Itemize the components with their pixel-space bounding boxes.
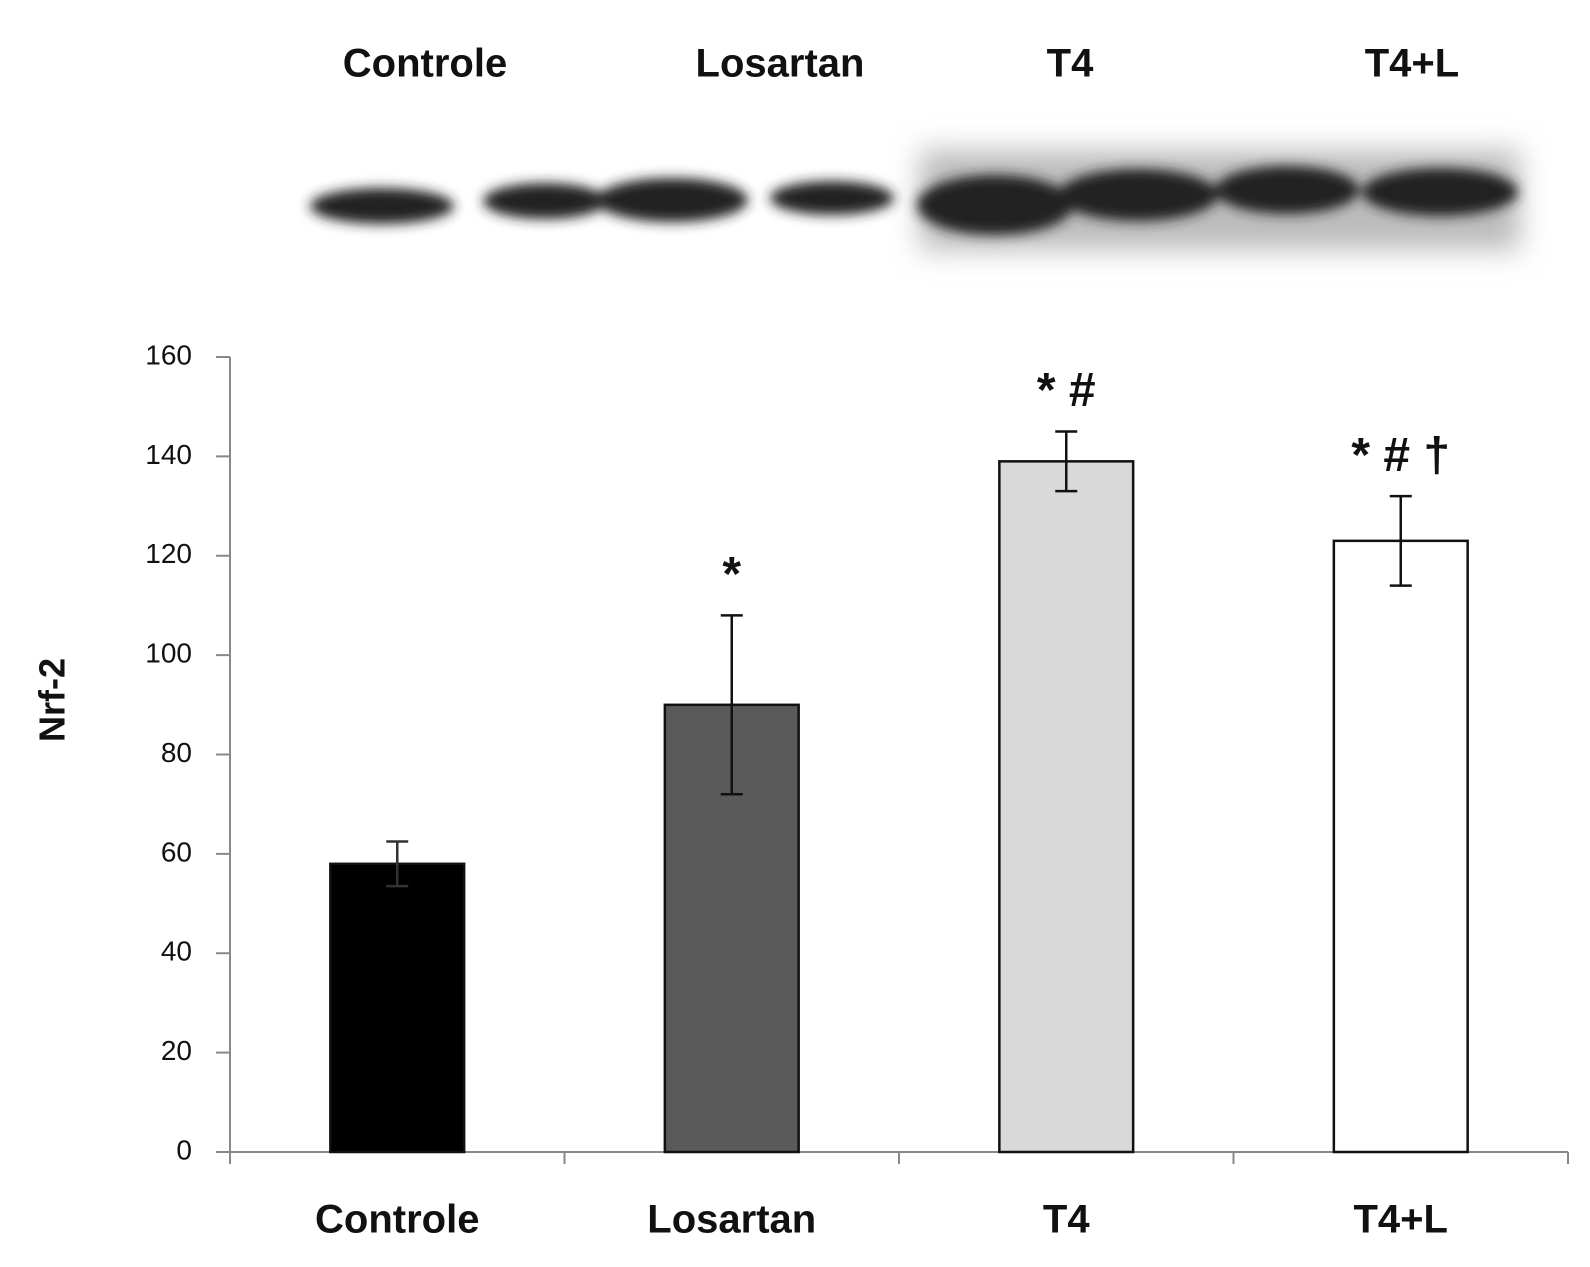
- significance-annotation: * #: [1037, 364, 1096, 417]
- bar: [330, 864, 464, 1152]
- blot-label: T4: [1047, 42, 1094, 86]
- blot-label: T4+L: [1365, 42, 1459, 86]
- chart: Nrf-2 0 20 40 60 80 100 120 140 160 Controle Losar…: [0, 0, 1590, 1267]
- y-tick-label: 140: [145, 439, 192, 470]
- blot-label: Losartan: [696, 42, 865, 86]
- y-tick-label: 100: [145, 638, 192, 669]
- x-tick-label: Losartan: [647, 1198, 816, 1242]
- y-tick-label: 40: [161, 936, 192, 967]
- y-tick-label: 80: [161, 737, 192, 768]
- y-tick-label: 60: [161, 836, 192, 867]
- blot-label: Controle: [343, 42, 507, 86]
- y-tick-label: 160: [145, 339, 192, 370]
- y-axis-label: Nrf-2: [32, 658, 73, 742]
- significance-annotation: * # †: [1351, 429, 1450, 482]
- y-tick-label: 120: [145, 538, 192, 569]
- y-tick-label: 0: [176, 1134, 192, 1165]
- y-tick-label: 20: [161, 1035, 192, 1066]
- bar: [999, 461, 1133, 1152]
- bar: [1334, 541, 1468, 1152]
- western-blot: [310, 150, 1520, 250]
- x-tick-label: Controle: [315, 1198, 479, 1242]
- significance-annotation: *: [722, 548, 741, 601]
- x-tick-label: T4: [1043, 1198, 1090, 1242]
- x-tick-label: T4+L: [1354, 1198, 1448, 1242]
